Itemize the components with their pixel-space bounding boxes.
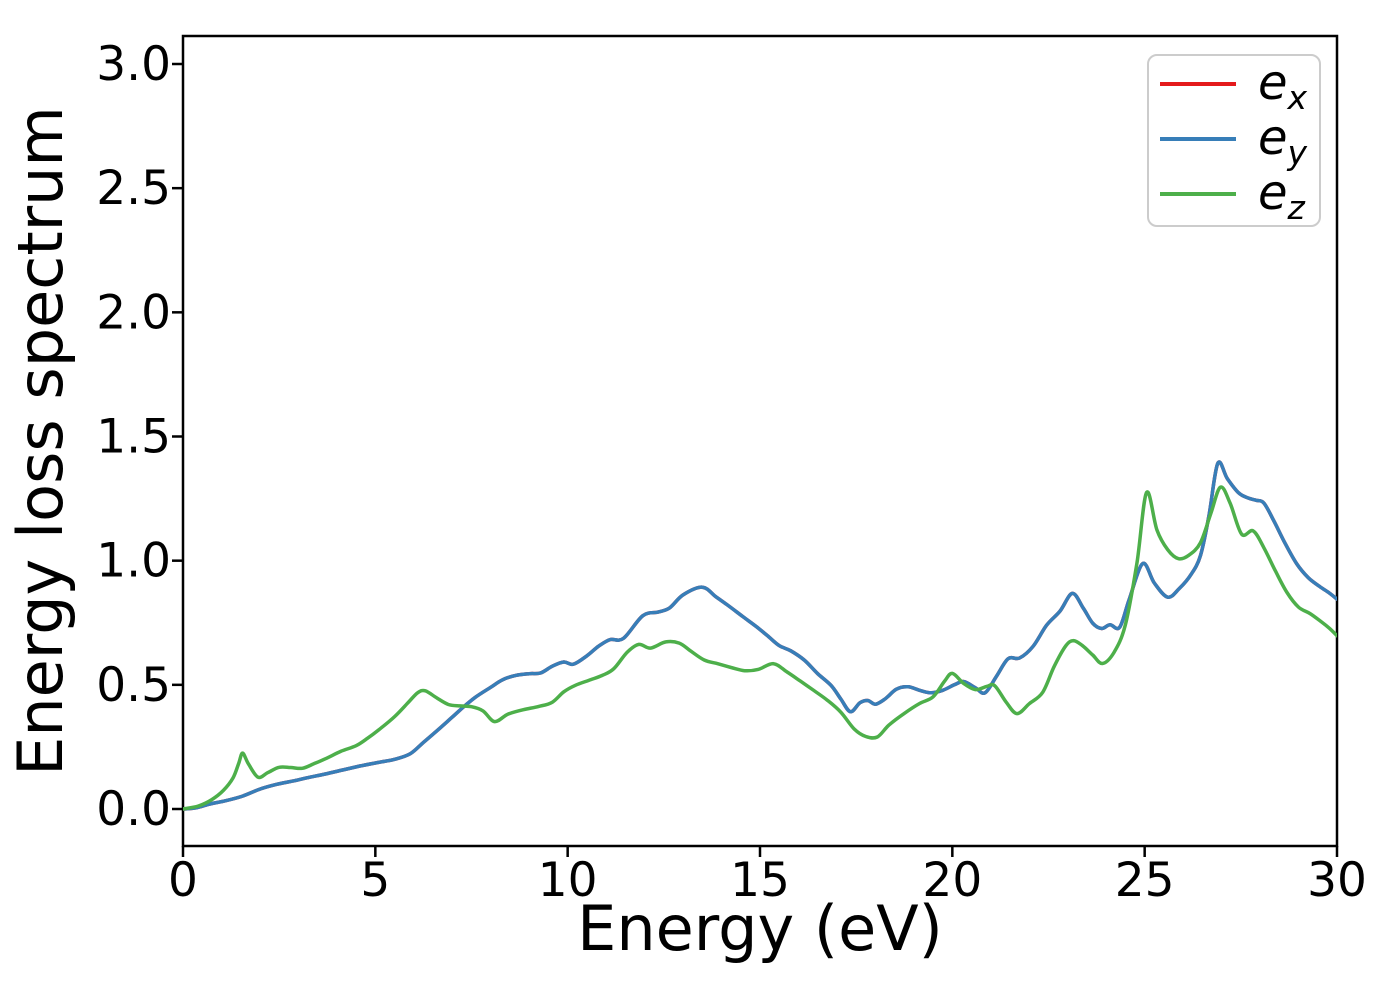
x-tick-label: 5 [360,853,390,908]
legend-label-ez: ez [1258,165,1306,227]
y-tick-label: 1.5 [96,410,171,465]
x-tick-label: 20 [922,853,982,908]
y-tick-label: 0.0 [96,782,171,837]
y-tick-label: 0.5 [96,658,171,713]
y-tick-label: 1.0 [96,534,171,589]
series-line-e_z [183,485,1337,811]
series-line-e_x [183,460,1337,811]
axes-ticks: 0 5 10 15 20 25 30 0.0 0.5 1.0 1.5 2.0 2.5 3.0 [96,37,1367,908]
series-line-e_y [183,460,1337,811]
legend-label-ey: ey [1258,110,1308,172]
x-tick-label: 0 [168,853,198,908]
y-tick-label: 2.0 [96,285,171,340]
x-tick-label: 15 [730,853,790,908]
y-axis-label: Energy loss spectrum [4,106,77,776]
x-tick-label: 30 [1307,853,1367,908]
x-tick-label: 10 [538,853,598,908]
y-tick-label: 3.0 [96,37,171,92]
legend-label-ex: ex [1258,55,1308,117]
series-lines [183,460,1337,811]
x-tick-label: 25 [1115,853,1175,908]
x-axis-label: Energy (eV) [577,892,943,965]
y-tick-label: 2.5 [96,161,171,216]
